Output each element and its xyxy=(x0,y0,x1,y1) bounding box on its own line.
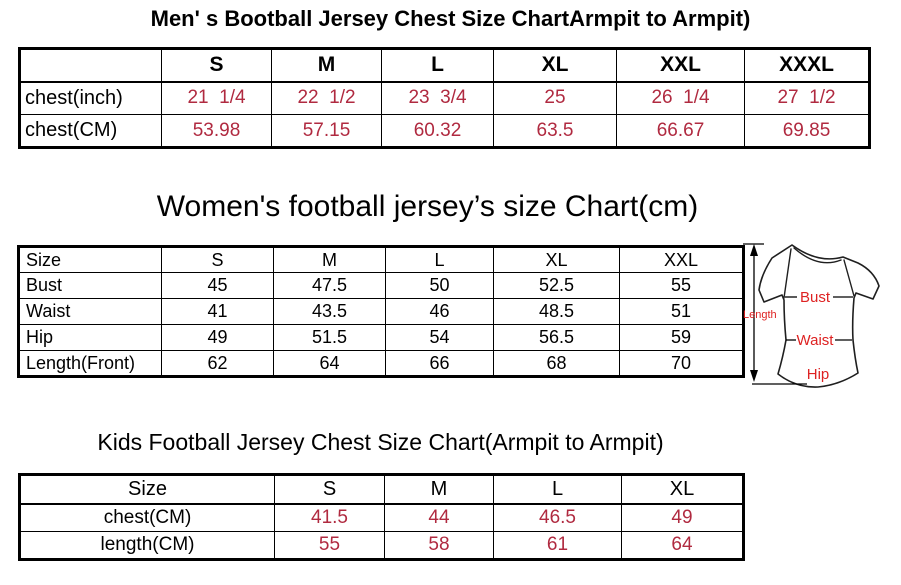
length-arrowhead-top xyxy=(750,244,758,256)
women-row-label: Hip xyxy=(18,324,162,351)
kids-value-cell: 44 xyxy=(384,503,494,532)
collar-inner-line xyxy=(793,247,842,264)
men-row-label: chest(inch) xyxy=(19,81,162,115)
women-value-cell: 51 xyxy=(619,298,744,325)
women-value-cell: 56.5 xyxy=(493,324,620,351)
kids-column-header-l: L xyxy=(493,474,622,505)
women-column-header-m: M xyxy=(273,246,386,273)
men-size-chart: S M L XL XXL XXXL chest(inch) 21 1/4 22 1/2 23 3/… xyxy=(18,47,871,149)
women-row-waist: Waist 41 43.5 46 48.5 51 xyxy=(18,298,744,325)
men-value-cell: 22 1/2 xyxy=(271,81,382,115)
men-value-cell: 53.98 xyxy=(161,114,272,148)
kids-value-cell: 46.5 xyxy=(493,503,622,532)
women-value-cell: 62 xyxy=(161,350,274,377)
kids-column-header-s: S xyxy=(274,474,385,505)
women-value-cell: 59 xyxy=(619,324,744,351)
men-value-cell: 26 1/4 xyxy=(616,81,745,115)
men-value-cell: 23 3/4 xyxy=(381,81,494,115)
left-sleeve-seam xyxy=(783,248,792,299)
women-value-cell: 70 xyxy=(619,350,744,377)
kids-column-header-size: Size xyxy=(19,474,275,505)
kids-column-header-m: M xyxy=(384,474,494,505)
kids-row-chest-cm-: chest(CM) 41.5 44 46.5 49 xyxy=(19,503,744,532)
men-row-chest-inch-: chest(inch) 21 1/4 22 1/2 23 3/4 25 26 1/4 27 … xyxy=(19,81,870,115)
men-column-header-xl: XL xyxy=(493,48,617,83)
women-value-cell: 48.5 xyxy=(493,298,620,325)
men-row-label: chest(CM) xyxy=(19,114,162,148)
right-sleeve-seam xyxy=(843,259,855,297)
women-value-cell: 54 xyxy=(385,324,494,351)
men-header-row: S M L XL XXL XXXL xyxy=(19,48,870,83)
kids-size-chart: Size S M L XL chest(CM) 41.5 44 46.5 49 length(CM)… xyxy=(18,473,745,561)
men-column-header-xxl: XXL xyxy=(616,48,745,83)
women-value-cell: 66 xyxy=(385,350,494,377)
women-chart-title: Women's football jersey’s size Chart(cm) xyxy=(156,190,699,223)
men-column-header-l: L xyxy=(381,48,494,83)
women-value-cell: 47.5 xyxy=(273,272,386,299)
hip-label: Hip xyxy=(807,366,830,383)
kids-column-header-xl: XL xyxy=(621,474,744,505)
men-row-chest-cm-: chest(CM) 53.98 57.15 60.32 63.5 66.67 69.85 xyxy=(19,114,870,148)
kids-value-cell: 41.5 xyxy=(274,503,385,532)
women-value-cell: 45 xyxy=(161,272,274,299)
women-column-header-s: S xyxy=(161,246,274,273)
men-value-cell: 25 xyxy=(493,81,617,115)
men-column-header-m: M xyxy=(271,48,382,83)
women-value-cell: 51.5 xyxy=(273,324,386,351)
women-value-cell: 52.5 xyxy=(493,272,620,299)
bust-label: Bust xyxy=(800,289,831,306)
men-value-cell: 69.85 xyxy=(744,114,870,148)
women-value-cell: 49 xyxy=(161,324,274,351)
men-chart-title: Men' s Bootball Jersey Chest Size ChartA… xyxy=(150,6,751,31)
women-row-bust: Bust 45 47.5 50 52.5 55 xyxy=(18,272,744,299)
waist-label: Waist xyxy=(797,332,835,349)
men-value-cell: 60.32 xyxy=(381,114,494,148)
kids-value-cell: 58 xyxy=(384,531,494,560)
kids-row-label: chest(CM) xyxy=(19,503,275,532)
women-column-header-l: L xyxy=(385,246,494,273)
kids-value-cell: 55 xyxy=(274,531,385,560)
women-row-label: Length(Front) xyxy=(18,350,162,377)
kids-row-length-cm-: length(CM) 55 58 61 64 xyxy=(19,531,744,560)
men-size-chart-table: S M L XL XXL XXXL chest(inch) 21 1/4 22 1/2 23 3/… xyxy=(18,47,871,149)
women-row-label: Waist xyxy=(18,298,162,325)
men-column-header-xxxl: XXXL xyxy=(744,48,870,83)
women-value-cell: 64 xyxy=(273,350,386,377)
women-row-label: Bust xyxy=(18,272,162,299)
kids-value-cell: 64 xyxy=(621,531,744,560)
women-row-length-front-: Length(Front) 62 64 66 68 70 xyxy=(18,350,744,377)
men-value-cell: 57.15 xyxy=(271,114,382,148)
length-label: Length xyxy=(743,309,777,321)
women-value-cell: 68 xyxy=(493,350,620,377)
kids-row-label: length(CM) xyxy=(19,531,275,560)
kids-header-row: Size S M L XL xyxy=(19,474,744,505)
men-value-cell: 21 1/4 xyxy=(161,81,272,115)
women-header-row: Size S M L XL XXL xyxy=(18,246,744,273)
men-column-header-s: S xyxy=(161,48,272,83)
women-row-hip: Hip 49 51.5 54 56.5 59 xyxy=(18,324,744,351)
length-arrowhead-bottom xyxy=(750,370,758,382)
women-column-header-size: Size xyxy=(18,246,162,273)
women-value-cell: 41 xyxy=(161,298,274,325)
men-column-header-blank xyxy=(19,48,162,83)
kids-value-cell: 61 xyxy=(493,531,622,560)
kids-value-cell: 49 xyxy=(621,503,744,532)
kids-size-chart-table: Size S M L XL chest(CM) 41.5 44 46.5 49 length(CM)… xyxy=(18,473,745,561)
shirt-measurement-diagram: Length Bust Waist Hip xyxy=(743,243,880,388)
men-value-cell: 27 1/2 xyxy=(744,81,870,115)
men-value-cell: 66.67 xyxy=(616,114,745,148)
kids-chart-title: Kids Football Jersey Chest Size Chart(Ar… xyxy=(97,429,664,455)
women-size-chart-table: Size S M L XL XXL Bust 45 47.5 50 52.5 55 Waist 41 43.… xyxy=(17,245,745,378)
women-value-cell: 55 xyxy=(619,272,744,299)
men-value-cell: 63.5 xyxy=(493,114,617,148)
women-size-chart: Size S M L XL XXL Bust 45 47.5 50 52.5 55 Waist 41 43.… xyxy=(17,245,745,378)
women-value-cell: 46 xyxy=(385,298,494,325)
women-column-header-xl: XL xyxy=(493,246,620,273)
women-value-cell: 43.5 xyxy=(273,298,386,325)
women-column-header-xxl: XXL xyxy=(619,246,744,273)
women-value-cell: 50 xyxy=(385,272,494,299)
